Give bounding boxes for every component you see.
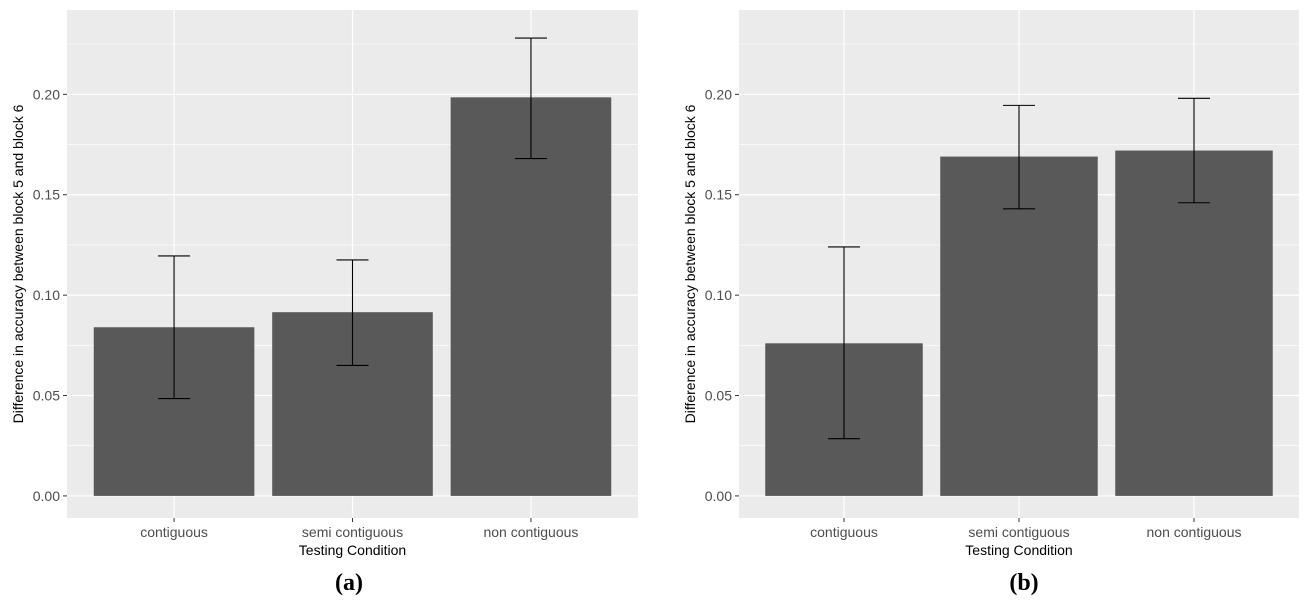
- x-tick-label: semi contiguous: [968, 524, 1069, 540]
- bar-2: [940, 156, 1098, 496]
- error-bar-1: [828, 246, 860, 440]
- y-tick-label: 0.00: [705, 488, 732, 504]
- error-bar-2: [336, 259, 369, 366]
- x-tick-label: non contiguous: [483, 524, 578, 540]
- x-axis-title: Testing Condition: [965, 542, 1072, 558]
- y-axis-title: Difference in accuracy between block 5 a…: [10, 104, 26, 423]
- y-tick-label: 0.15: [705, 187, 732, 203]
- y-axis-title: Difference in accuracy between block 5 a…: [682, 104, 698, 423]
- x-tick-label: semi contiguous: [302, 524, 403, 540]
- y-tick-label: 0.10: [705, 287, 732, 303]
- y-tick-label: 0.05: [33, 388, 60, 404]
- chart-a: 0.00 0.05 0.10 0.15 0.20 contiguous semi conti…: [10, 10, 638, 558]
- error-bar-1: [158, 255, 191, 400]
- y-tick-label: 0.20: [705, 86, 732, 102]
- error-bar-2: [1003, 104, 1035, 210]
- x-axis-title: Testing Condition: [299, 542, 406, 558]
- figure-b: 0.00 0.05 0.10 0.15 0.20 contiguous semi conti…: [653, 0, 1306, 601]
- y-tick-label: 0.00: [33, 488, 60, 504]
- y-tick-label: 0.15: [33, 187, 60, 203]
- bar-3: [1115, 150, 1273, 496]
- y-tick-label: 0.20: [33, 86, 60, 102]
- error-bar-3: [514, 37, 547, 160]
- panel-label-a: (a): [335, 570, 363, 596]
- x-tick-label: contiguous: [810, 524, 878, 540]
- y-tick-label: 0.10: [33, 287, 60, 303]
- x-tick-label: non contiguous: [1147, 524, 1242, 540]
- panel-label-b: (b): [1009, 570, 1039, 596]
- chart-b: 0.00 0.05 0.10 0.15 0.20 contiguous semi conti…: [682, 10, 1299, 558]
- figure-a: 0.00 0.05 0.10 0.15 0.20 contiguous semi conti…: [10, 10, 638, 596]
- y-tick-label: 0.05: [705, 388, 732, 404]
- x-tick-label: contiguous: [140, 524, 208, 540]
- bar-3: [450, 97, 612, 496]
- error-bar-3: [1178, 97, 1210, 204]
